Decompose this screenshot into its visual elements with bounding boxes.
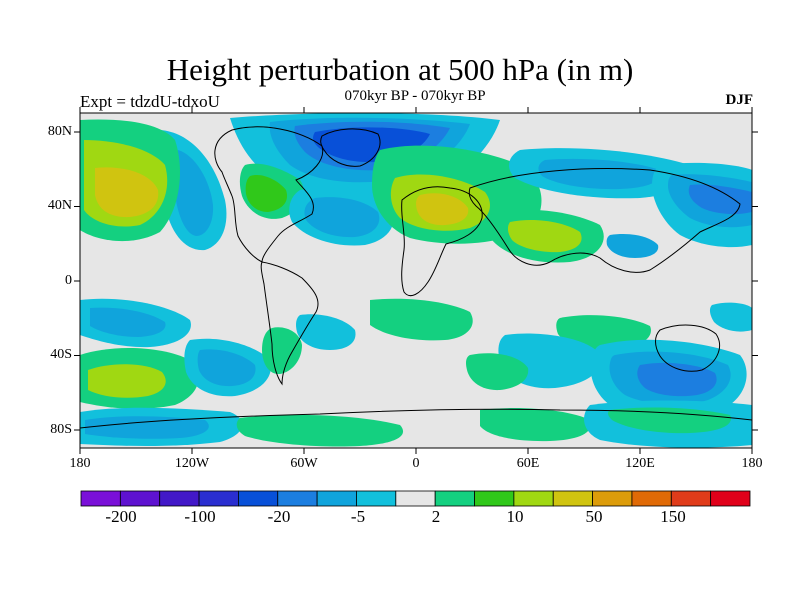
lon-label-0: 0 xyxy=(412,456,420,471)
contour-north-atlantic xyxy=(289,188,394,246)
axis-ticks xyxy=(74,107,758,454)
figure-subtitle: 070kyr BP - 070kyr BP xyxy=(344,88,486,104)
colorbar-swatch xyxy=(316,490,357,507)
colorbar-swatch xyxy=(434,490,475,507)
contour-south-atlantic xyxy=(370,298,651,391)
contour-ne-pacific-ridge xyxy=(80,119,180,242)
coast-south-america xyxy=(260,261,319,386)
contour-north-america xyxy=(239,163,304,219)
colorbar-swatch xyxy=(238,490,279,507)
colorbar-label-minus100: -100 xyxy=(184,507,216,526)
contour-middle-east xyxy=(487,209,604,263)
lon-label-60w: 60W xyxy=(290,456,318,471)
season-label: DJF xyxy=(725,92,754,108)
colorbar-swatch xyxy=(395,490,436,507)
colorbar-swatch xyxy=(119,490,161,507)
lat-label-equator: 0 xyxy=(65,273,72,288)
contour-sw-pacific xyxy=(80,298,191,348)
colorbar-label-minus5: -5 xyxy=(350,507,366,526)
coast-north-america xyxy=(214,126,324,263)
colorbar-swatch xyxy=(552,490,593,507)
experiment-label: Expt = tdzdU-tdxoU xyxy=(80,92,220,111)
colorbar-label-50: 50 xyxy=(585,507,603,526)
colorbar-swatch xyxy=(631,490,672,507)
colorbar-label-10: 10 xyxy=(506,507,524,526)
lon-label-120e: 120E xyxy=(625,456,655,471)
colorbar-label-minus200: -200 xyxy=(105,507,137,526)
colorbar-swatch xyxy=(159,490,200,507)
colorbar-label-2: 2 xyxy=(431,507,441,526)
coast-europe-africa xyxy=(401,186,483,297)
colorbar-swatch xyxy=(592,490,633,507)
coast-antarctica xyxy=(80,408,752,429)
colorbar-swatch xyxy=(513,490,554,507)
figure-title: Height perturbation at 500 hPa (in m) xyxy=(166,52,634,87)
contour-nw-pacific xyxy=(606,162,752,258)
colorbar xyxy=(80,490,751,507)
coast-greenland xyxy=(320,128,381,167)
lon-label-120w: 120W xyxy=(174,456,210,471)
colorbar-swatch xyxy=(277,490,318,507)
colorbar-swatch xyxy=(670,490,712,507)
coastlines xyxy=(80,126,752,429)
contour-field xyxy=(80,113,752,448)
colorbar-swatch xyxy=(710,490,751,507)
lon-label-60e: 60E xyxy=(516,456,540,471)
lat-label-80s: 80S xyxy=(50,422,72,437)
coast-asia xyxy=(468,168,741,273)
contour-siberia xyxy=(508,148,693,199)
lat-label-40s: 40S xyxy=(50,347,72,362)
colorbar-swatch xyxy=(474,490,515,507)
colorbar-swatch xyxy=(198,490,239,507)
contour-south-america xyxy=(262,314,356,375)
lon-label-180e: 180 xyxy=(741,456,763,471)
lat-label-80n: 80N xyxy=(47,124,72,139)
lat-label-40n: 40N xyxy=(47,198,72,213)
contour-south-pacific-ridge xyxy=(80,338,271,409)
colorbar-label-minus20: -20 xyxy=(267,507,291,526)
lon-label-180w: 180 xyxy=(69,456,91,471)
colorbar-label-150: 150 xyxy=(660,507,686,526)
contour-antarctic xyxy=(80,400,752,448)
colorbar-swatch xyxy=(356,490,397,507)
colorbar-swatch xyxy=(80,490,121,507)
coast-australia xyxy=(655,324,720,372)
